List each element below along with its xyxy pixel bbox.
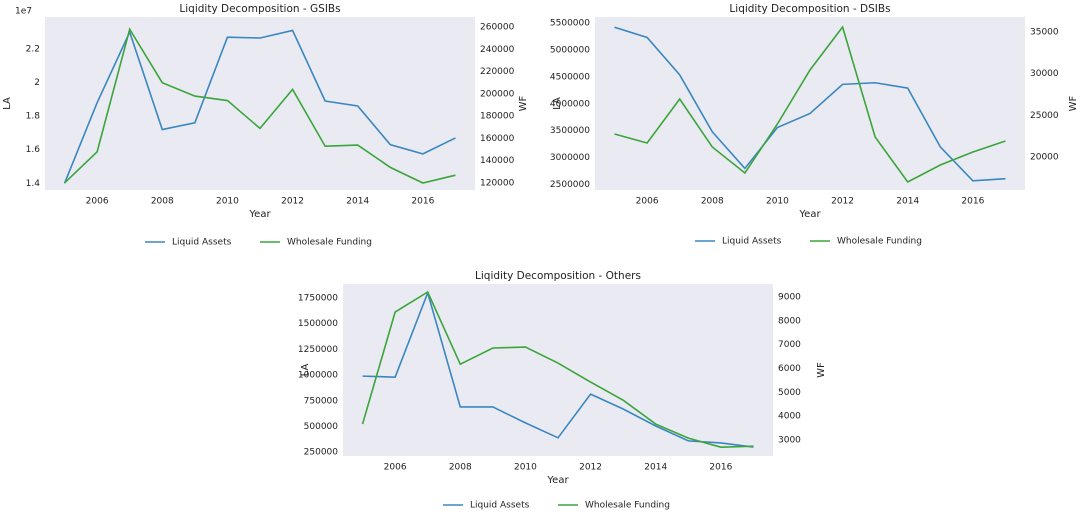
x-tick-label: 2010 bbox=[514, 463, 537, 473]
y2-tick-label: 9000 bbox=[778, 292, 801, 302]
y-tick-label: 1750000 bbox=[298, 293, 338, 303]
y2-axis-label: WF bbox=[518, 95, 529, 111]
x-tick-label: 2012 bbox=[831, 197, 854, 207]
x-tick-label: 2012 bbox=[281, 197, 304, 207]
y2-tick-label: 6000 bbox=[778, 364, 801, 374]
y-tick-label: 3000000 bbox=[550, 153, 590, 163]
legend-label: Wholesale Funding bbox=[837, 237, 922, 247]
y-tick-label: 2500000 bbox=[550, 180, 590, 190]
plot-area bbox=[343, 284, 773, 456]
y-tick-label: 5500000 bbox=[550, 18, 590, 28]
plot-area bbox=[45, 17, 475, 190]
legend-label: Liquid Assets bbox=[172, 238, 232, 248]
y-tick-label: 4500000 bbox=[550, 72, 590, 82]
chart-title: Liqidity Decomposition - GSIBs bbox=[179, 3, 340, 15]
x-tick-label: 2014 bbox=[896, 197, 919, 207]
y2-tick-label: 30000 bbox=[1030, 69, 1059, 79]
y-tick-label: 3500000 bbox=[550, 126, 590, 136]
y-tick-label: 250000 bbox=[304, 448, 339, 458]
x-tick-label: 2010 bbox=[216, 197, 239, 207]
y2-tick-label: 7000 bbox=[778, 340, 801, 350]
x-tick-label: 2016 bbox=[709, 463, 732, 473]
y-tick-label: 2 bbox=[34, 78, 40, 88]
x-tick-label: 2014 bbox=[346, 197, 369, 207]
data-line bbox=[614, 25, 1006, 184]
y-tick-label: 1.8 bbox=[26, 112, 41, 122]
plot-area bbox=[595, 17, 1025, 190]
y2-tick-label: 140000 bbox=[480, 156, 515, 166]
y2-tick-label: 220000 bbox=[480, 67, 515, 77]
y2-tick-label: 180000 bbox=[480, 112, 515, 122]
y2-axis-label: WF bbox=[816, 362, 827, 378]
y-tick-label: 1500000 bbox=[298, 319, 338, 329]
y2-tick-label: 3000 bbox=[778, 436, 801, 446]
y-axis-label: LA bbox=[2, 97, 13, 110]
y-tick-label: 750000 bbox=[304, 396, 339, 406]
y2-tick-label: 240000 bbox=[480, 45, 515, 55]
legend-label: Wholesale Funding bbox=[287, 238, 372, 248]
y-tick-label: 1000000 bbox=[298, 371, 338, 381]
data-line bbox=[614, 26, 1006, 182]
chart-title: Liqidity Decomposition - Others bbox=[475, 270, 641, 282]
y2-tick-label: 25000 bbox=[1030, 111, 1059, 121]
legend-label: Liquid Assets bbox=[470, 501, 530, 511]
y2-tick-label: 260000 bbox=[480, 23, 515, 33]
y2-tick-label: 8000 bbox=[778, 316, 801, 326]
x-tick-label: 2006 bbox=[636, 197, 659, 207]
y-tick-label: 1250000 bbox=[298, 345, 338, 355]
x-tick-label: 2008 bbox=[701, 197, 724, 207]
y-tick-label: 1.6 bbox=[26, 145, 41, 155]
legend-label: Liquid Assets bbox=[722, 237, 782, 247]
y2-tick-label: 5000 bbox=[778, 388, 801, 398]
x-tick-label: 2006 bbox=[86, 197, 109, 207]
legend-label: Wholesale Funding bbox=[585, 501, 670, 511]
x-tick-label: 2008 bbox=[449, 463, 472, 473]
y-tick-label: 2.2 bbox=[26, 44, 40, 54]
chart-title: Liqidity Decomposition - DSIBs bbox=[729, 3, 890, 15]
x-axis-label: Year bbox=[546, 475, 569, 486]
x-tick-label: 2016 bbox=[961, 197, 984, 207]
y2-tick-label: 20000 bbox=[1030, 153, 1059, 163]
axis-offset: 1e7 bbox=[15, 7, 32, 17]
x-axis-label: Year bbox=[248, 209, 271, 220]
x-tick-label: 2008 bbox=[151, 197, 174, 207]
y-tick-label: 500000 bbox=[304, 422, 339, 432]
y-tick-label: 4000000 bbox=[550, 99, 590, 109]
y2-tick-label: 200000 bbox=[480, 89, 515, 99]
y2-tick-label: 4000 bbox=[778, 412, 801, 422]
y-tick-label: 1.4 bbox=[26, 179, 41, 189]
x-tick-label: 2012 bbox=[579, 463, 602, 473]
y2-tick-label: 35000 bbox=[1030, 28, 1059, 38]
data-line bbox=[361, 290, 754, 448]
y-axis-label: LA bbox=[300, 364, 311, 377]
y-tick-label: 5000000 bbox=[550, 45, 590, 55]
x-tick-label: 2006 bbox=[384, 463, 407, 473]
y2-tick-label: 160000 bbox=[480, 134, 515, 144]
y-axis-label: LA bbox=[552, 97, 563, 110]
x-tick-label: 2010 bbox=[766, 197, 789, 207]
y2-tick-label: 120000 bbox=[480, 178, 515, 188]
data-line bbox=[63, 27, 456, 184]
y2-axis-label: WF bbox=[1068, 95, 1079, 111]
x-axis-label: Year bbox=[798, 209, 821, 220]
x-tick-label: 2016 bbox=[411, 197, 434, 207]
x-tick-label: 2014 bbox=[644, 463, 667, 473]
